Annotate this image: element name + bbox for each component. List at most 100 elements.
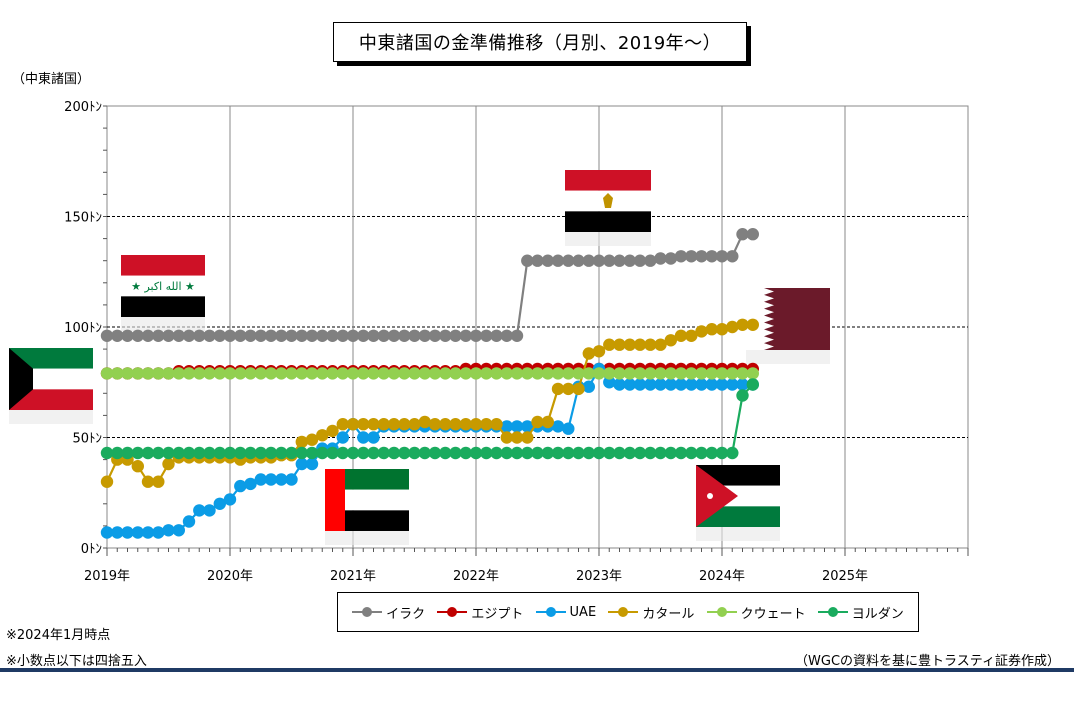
data-point [264, 329, 278, 342]
legend-label: ヨルダン [851, 606, 904, 622]
data-point [305, 457, 319, 471]
y-tick-label: 200ﾄﾝ [64, 100, 102, 115]
source-note: （WGCの資料を基に豊トラスティ証券作成） [795, 654, 1060, 669]
flag-reflection [746, 350, 830, 364]
data-point [111, 446, 124, 460]
data-point [510, 446, 524, 460]
data-point [510, 431, 524, 444]
flag-layer: ★ الله اكبر ★ [9, 170, 830, 545]
data-point [213, 446, 226, 460]
data-point [674, 378, 688, 391]
jordan-flag [696, 465, 780, 541]
data-point [613, 254, 626, 267]
flag-reflection [9, 410, 93, 424]
data-point [715, 367, 729, 380]
legend-swatch [535, 607, 566, 617]
data-point [408, 446, 421, 460]
data-point [398, 329, 411, 342]
data-point [582, 380, 595, 393]
data-point [695, 325, 708, 338]
data-point [541, 367, 554, 380]
data-point [510, 420, 524, 433]
data-point [346, 367, 360, 380]
data-point [562, 422, 575, 435]
data-point [428, 418, 442, 431]
data-point [562, 254, 575, 267]
data-point [111, 367, 124, 380]
data-point [275, 473, 288, 486]
data-point [746, 228, 759, 241]
data-point [674, 250, 688, 263]
data-point [121, 329, 134, 342]
data-point [551, 254, 565, 267]
data-point [572, 382, 585, 396]
data-point [131, 526, 144, 539]
data-point [172, 329, 185, 342]
data-point [203, 504, 216, 517]
data-point [111, 329, 124, 342]
data-point [490, 446, 503, 460]
data-point [141, 446, 155, 460]
data-point [357, 418, 370, 431]
data-point [121, 526, 134, 539]
data-point [469, 446, 483, 460]
data-point [500, 367, 513, 380]
data-point [172, 367, 185, 380]
data-point [295, 367, 308, 380]
data-point [531, 367, 544, 380]
data-point [387, 418, 401, 431]
data-point [275, 446, 288, 460]
data-point [490, 367, 503, 380]
data-point [490, 418, 503, 431]
series-3 [100, 318, 759, 488]
data-point [551, 367, 565, 380]
data-point [428, 367, 442, 380]
legend-swatch [352, 607, 383, 617]
data-point [459, 446, 472, 460]
data-point [726, 378, 739, 391]
legend-label: クウェート [740, 606, 806, 622]
data-point [736, 367, 749, 380]
series-5 [100, 378, 759, 460]
data-point [254, 473, 267, 486]
data-point [111, 526, 124, 539]
data-point [418, 415, 431, 429]
data-point [408, 418, 421, 431]
data-point [613, 446, 626, 460]
data-point [193, 446, 206, 460]
chart-title: 中東諸国の金準備推移（月別、2019年～） [333, 22, 747, 62]
flag-reflection [696, 527, 780, 541]
data-point [193, 504, 206, 517]
data-point [295, 446, 308, 460]
x-tick-label: 2024年 [699, 569, 745, 584]
data-point [674, 329, 688, 342]
data-point [664, 378, 677, 391]
data-point [121, 367, 134, 380]
data-point [264, 473, 278, 486]
data-point [469, 418, 483, 431]
legend-swatch [437, 607, 468, 617]
data-point [131, 329, 144, 342]
data-point [490, 329, 503, 342]
data-point [726, 320, 739, 334]
data-point [264, 367, 278, 380]
data-point [654, 378, 667, 391]
data-point [500, 329, 513, 342]
data-point [244, 477, 257, 491]
data-point [685, 446, 698, 460]
data-point [121, 446, 134, 460]
data-point [459, 329, 472, 342]
data-point [603, 367, 616, 380]
legend-item: クウェート [706, 603, 806, 622]
data-point [418, 446, 431, 460]
legend-swatch [706, 607, 737, 617]
iraq-flag: ★ الله اكبر ★ [121, 255, 205, 331]
note-rounding: ※小数点以下は四捨五入 [6, 654, 147, 669]
uae-flag [325, 469, 409, 545]
iraq-flag-text: ★ الله اكبر ★ [131, 280, 195, 293]
data-point [521, 431, 534, 444]
data-point [234, 479, 247, 493]
data-point [623, 254, 636, 267]
data-point [562, 382, 575, 396]
data-point [439, 418, 452, 431]
